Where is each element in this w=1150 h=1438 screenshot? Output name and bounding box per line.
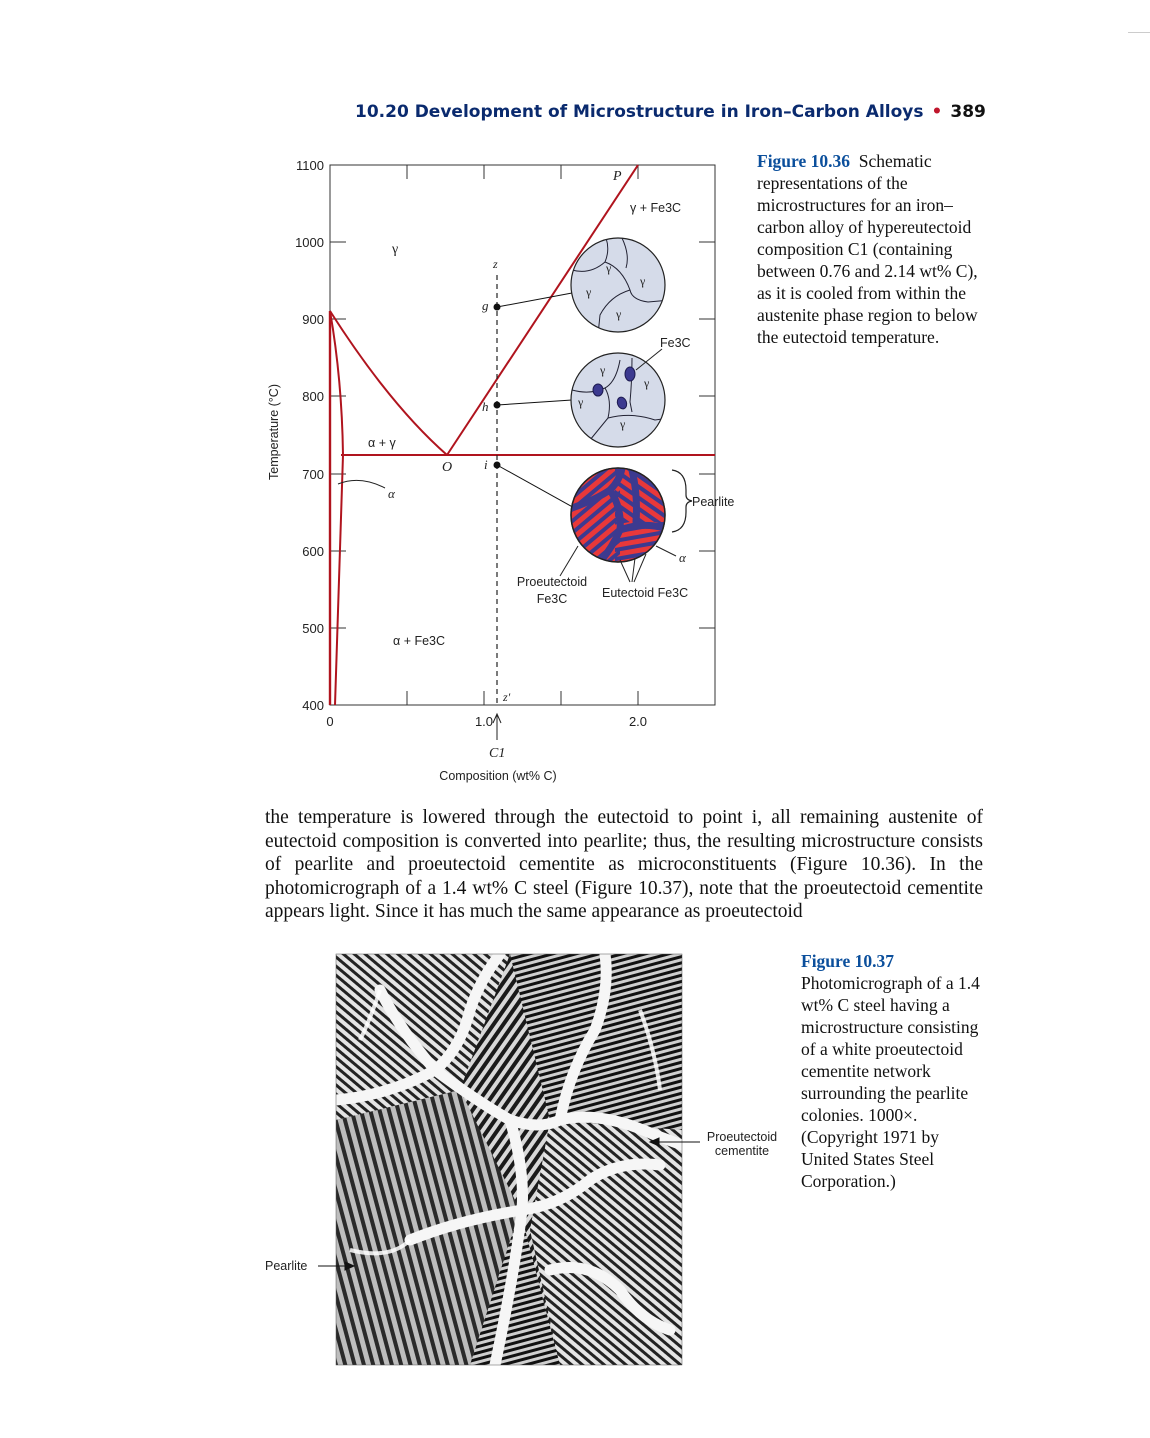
fe3c-lamella	[615, 480, 665, 522]
point-labels: P O z z′ g h i C1	[442, 169, 622, 761]
label-alpha-ferrite: α	[679, 550, 687, 565]
region-gamma: γ	[391, 242, 398, 257]
figure-10-37-photomicrograph: Proeutectoid cementite Pearlite	[265, 953, 777, 1366]
ytick-400: 400	[302, 698, 324, 713]
fe3c-lamella	[571, 468, 588, 496]
fe3c-particle	[592, 383, 604, 397]
svg-text:γ: γ	[643, 376, 650, 390]
fe3c-lamella	[615, 557, 665, 562]
fe3c-lamella	[571, 485, 620, 562]
x-axis-label: Composition (wt% C)	[439, 769, 556, 783]
fe3c-lamella	[615, 468, 665, 522]
svg-text:γ: γ	[619, 417, 626, 431]
header-section-title: 10.20 Development of Microstructure in I…	[355, 102, 924, 122]
header-bullet: •	[931, 102, 943, 122]
plot-frame	[329, 164, 716, 706]
c1-arrow	[492, 712, 502, 740]
phase-boundaries	[328, 164, 715, 706]
label-g: g	[482, 298, 489, 313]
fe3c-lamella	[571, 471, 620, 562]
alpha-solvus-line	[329, 310, 345, 706]
ytick-900: 900	[302, 312, 324, 327]
proeutectoid-label: Proeutectoid Fe3C	[517, 575, 587, 606]
label-proeutectoid-cementite-1: Proeutectoid	[707, 1130, 777, 1144]
cementite-network	[336, 954, 682, 1365]
xtick-2-0: 2.0	[629, 714, 647, 729]
ytick-1100: 1100	[296, 158, 324, 173]
x-tick-labels: 0 1.0 2.0	[326, 714, 647, 729]
running-header: 10.20 Development of Microstructure in I…	[355, 102, 986, 128]
header-page-number: 389	[950, 102, 986, 122]
x-ticks	[406, 165, 639, 705]
micrograph-pointers	[318, 1137, 700, 1271]
label-proeutectoid-1: Proeutectoid	[517, 575, 587, 589]
label-proeutectoid-2: Fe3C	[537, 592, 568, 606]
label-z-prime: z′	[502, 690, 511, 704]
label-P: P	[612, 169, 622, 184]
label-eutectoid-fe3c: Eutectoid Fe3C	[602, 586, 688, 600]
fe3c-lamella	[615, 468, 665, 522]
gamma-alpha-boundary	[329, 310, 448, 456]
region-labels: γ γ + Fe3C α + γ α α + Fe3C	[368, 201, 681, 648]
xtick-1-0: 1.0	[475, 714, 493, 729]
fe3c-particle	[624, 366, 636, 382]
microstructure-austenite-fe3c: γ γ γ γ Fe3C	[570, 336, 691, 448]
micrograph-image	[336, 954, 682, 1365]
microstructure-austenite: γ γ γ γ	[570, 237, 666, 333]
alpha-pointer	[337, 479, 386, 489]
svg-text:γ: γ	[605, 261, 612, 275]
body-text: the temperature is lowered through the e…	[265, 807, 983, 923]
eutectoid-pointers	[559, 545, 647, 583]
label-h: h	[482, 399, 489, 414]
figure-10-37-caption-text: Photomicrograph of a 1.4 wt% C steel hav…	[801, 973, 980, 1191]
fe3c-lamella	[571, 478, 620, 562]
label-z: z	[492, 257, 498, 271]
region-alpha-fe3c: α + Fe3C	[393, 634, 445, 648]
cementite-callout: Proeutectoid cementite	[707, 1130, 777, 1158]
fe3c-lamella	[571, 492, 620, 562]
fe3c-lamella	[571, 505, 620, 562]
xtick-0: 0	[326, 714, 333, 729]
fe3c-particle	[616, 396, 628, 410]
svg-text:γ: γ	[615, 307, 622, 321]
ytick-700: 700	[302, 467, 324, 482]
figure-10-36-caption-text: Schematic representations of the microst…	[757, 151, 978, 347]
figure-10-37-caption: Figure 10.37 Photomicrograph of a 1.4 wt…	[801, 950, 985, 1192]
label-C1: C1	[489, 746, 505, 761]
y-axis-label: Temperature (°C)	[267, 384, 281, 480]
figure-10-36-caption: Figure 10.36 Schematic representations o…	[757, 150, 982, 348]
ytick-600: 600	[302, 544, 324, 559]
y-tick-labels: 1100 1000 900 800 700 600 500 400	[295, 158, 324, 713]
acm-line	[446, 164, 639, 456]
ytick-1000: 1000	[295, 235, 324, 250]
figure-10-36-label: Figure 10.36	[757, 151, 851, 171]
pearlite-brace	[671, 469, 693, 533]
fe3c-lamella	[615, 472, 665, 522]
figure-10-37-label: Figure 10.37	[801, 951, 895, 971]
region-gamma-fe3c: γ + Fe3C	[630, 201, 681, 215]
label-fe3c: Fe3C	[660, 336, 691, 350]
ytick-500: 500	[302, 621, 324, 636]
svg-text:γ: γ	[577, 395, 584, 409]
label-O: O	[442, 460, 452, 475]
ytick-800: 800	[302, 389, 324, 404]
fe3c-lamella	[615, 522, 665, 551]
label-pearlite-micrograph: Pearlite	[265, 1259, 307, 1273]
region-alpha: α	[388, 486, 396, 501]
body-paragraph: the temperature is lowered through the e…	[265, 806, 983, 924]
fe3c-lamella	[615, 531, 665, 559]
svg-text:γ: γ	[639, 274, 646, 288]
figure-10-36-phase-diagram: 1100 1000 900 800 700 600 500 400 0 1.0 …	[267, 158, 734, 783]
label-i: i	[484, 457, 488, 472]
page-edge-mark	[1128, 32, 1150, 33]
fe3c-lamella	[615, 468, 665, 522]
svg-text:γ: γ	[585, 285, 592, 299]
label-proeutectoid-cementite-2: cementite	[715, 1144, 769, 1158]
region-alpha-gamma: α + γ	[368, 436, 396, 450]
label-pearlite: Pearlite	[692, 495, 734, 509]
leader-lines	[496, 292, 579, 511]
svg-text:γ: γ	[599, 363, 606, 377]
